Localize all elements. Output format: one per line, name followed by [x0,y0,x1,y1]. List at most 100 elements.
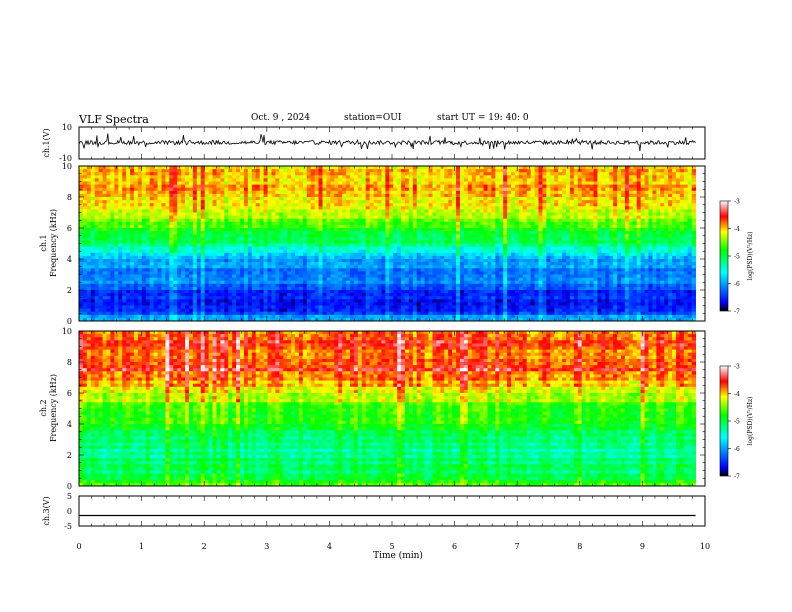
spectrogram-cell [652,206,657,210]
spectrogram-cell [122,187,127,192]
spectrogram-cell [636,231,642,235]
spectrogram-cell [483,243,488,247]
spectrogram-cell [232,187,237,192]
spectrogram-cell [181,190,186,195]
spectrogram-cell [636,255,642,260]
spectrogram-cell [110,255,115,260]
spectrogram-cell [424,166,429,170]
spectrogram-cell [200,203,206,207]
spectrogram-cell [589,181,594,185]
spectrogram-cell [102,203,107,207]
spectrogram-cell [420,193,426,198]
spectrogram-cell [377,190,382,195]
spectrogram-cell [530,234,535,238]
spectrogram-cell [542,215,547,220]
spectrogram-cell [192,175,198,179]
spectrogram-cell [126,234,131,238]
spectrogram-cell [298,255,304,260]
spectrogram-cell [672,169,677,173]
spectrogram-cell [247,212,253,216]
spectrogram-cell [530,240,535,244]
spectrogram-cell [546,190,551,195]
spectrogram-cell [632,234,638,238]
spectrogram-cell [424,190,429,195]
spectrogram-cell [145,193,151,198]
spectrogram-cell [173,224,178,229]
spectrogram-cell [212,246,217,251]
spectrogram-cell [397,172,402,176]
spectrogram-cell [459,224,465,229]
spectrogram-cell [636,215,642,220]
spectrogram-cell [196,240,202,244]
spectrogram-cell [467,234,473,238]
spectrogram-cell [240,184,245,189]
spectrogram-cell [577,259,583,263]
spectrogram-cell [228,252,233,257]
spectrogram-cell [397,190,402,195]
spectrogram-cell [589,255,594,260]
spectrogram-cell [216,228,221,232]
spectrogram-cell [483,184,488,189]
spectrogram-cell [456,221,461,226]
spectrogram-cell [133,172,139,176]
spectrogram-cell [566,231,571,235]
spectrogram-cell [499,224,504,229]
spectrogram-cell [216,181,221,185]
spectrogram-cell [597,252,602,257]
spectrogram-cell [511,249,516,254]
spectrogram-cell [188,181,194,185]
spectrogram-cell [573,212,579,216]
spectrogram-cell [436,172,441,176]
spectrogram-cell [569,221,575,226]
spectrogram-cell [240,234,245,238]
spectrogram-cell [287,237,292,241]
spectrogram-cell [691,240,697,244]
spectrogram-cell [240,166,245,170]
spectrogram-cell [471,200,477,204]
spectrogram-cell [169,181,174,185]
spectrogram-cell [153,243,158,247]
spectrogram-cell [660,246,665,251]
spectrogram-cell [401,166,406,170]
spectrogram-cell [141,221,147,226]
spectrogram-cell [538,175,543,179]
spectrogram-cell [518,237,524,241]
spectrogram-cell [652,228,657,232]
spectrogram-cell [483,181,488,185]
spectrogram-cell [133,228,139,232]
spectrogram-cell [133,249,139,254]
spectrogram-cell [581,187,587,192]
spectrogram-cell [617,243,622,247]
spectrogram-cell [346,193,351,198]
spectrogram-cell [644,243,649,247]
spectrogram-cell [200,243,206,247]
spectrogram-cell [283,246,288,251]
spectrogram-cell [185,215,190,220]
spectrogram-cell [456,197,461,201]
spectrogram-cell [538,200,543,204]
spectrogram-cell [361,246,367,251]
spectrogram-cell [385,255,390,260]
spectrogram-cell [593,252,598,257]
spectrogram-cell [581,252,587,257]
spectrogram-cell [82,203,88,207]
spectrogram-cell [196,209,202,213]
spectrogram-cell [82,193,88,198]
spectrogram-cell [220,234,225,238]
spectrogram-cell [448,206,453,210]
spectrogram-cell [475,243,480,247]
spectrogram-cell [295,206,300,210]
spectrogram-cell [444,178,449,182]
spectrogram-cell [228,190,233,195]
spectrogram-cell [511,224,516,229]
spectrogram-cell [554,206,559,210]
spectrogram-cell [306,181,312,185]
spectrogram-cell [169,243,174,247]
spectrogram-cell [444,206,449,210]
spectrogram-cell [86,172,92,176]
spectrogram-cell [420,231,426,235]
spectrogram-cell [236,224,241,229]
spectrogram-cell [302,190,308,195]
spectrogram-cell [601,197,606,201]
spectrogram-cell [271,215,276,220]
